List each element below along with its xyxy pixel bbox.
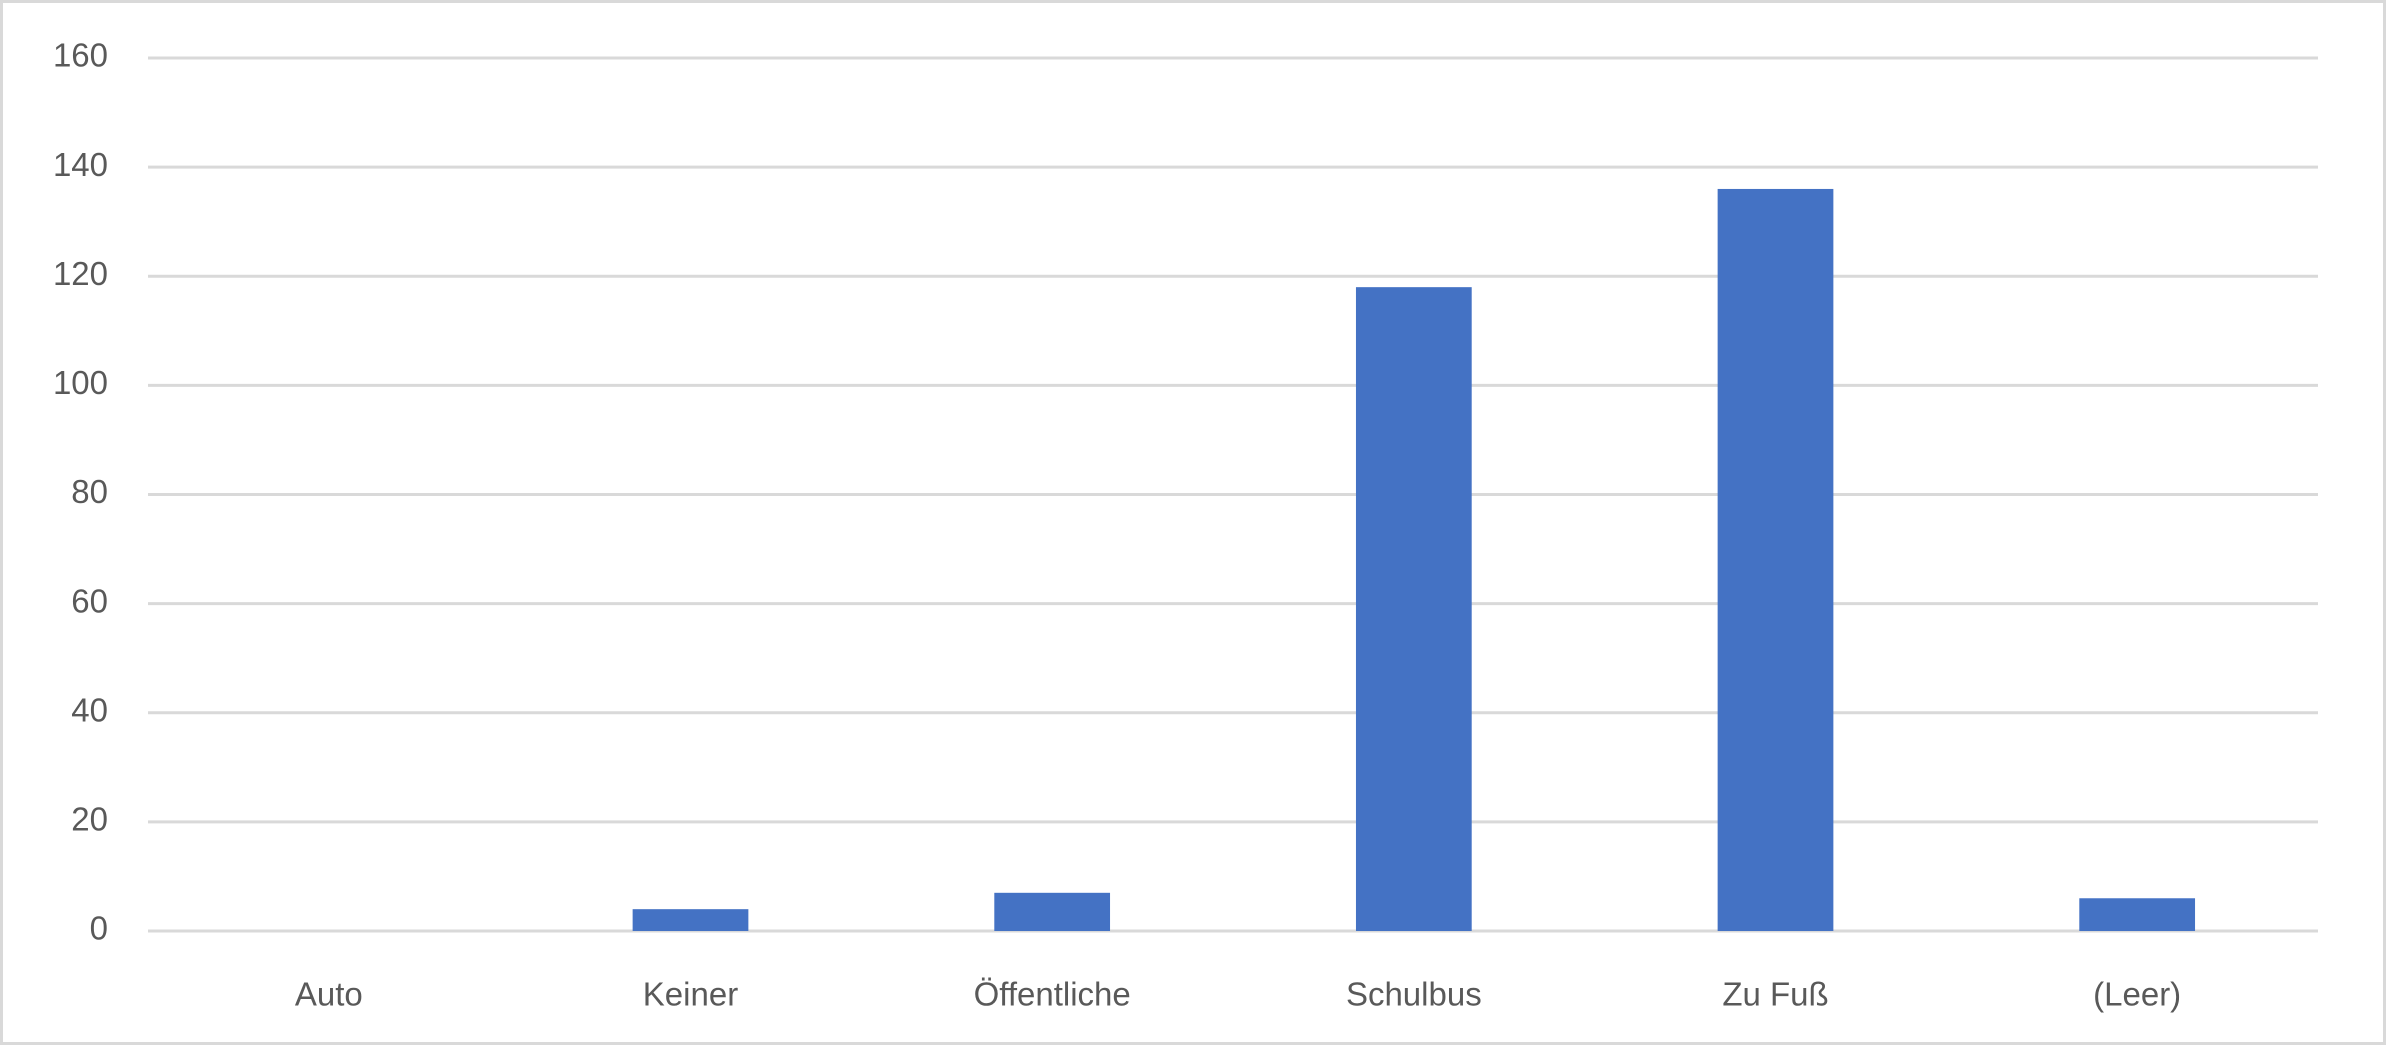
- bar: [1355, 287, 1472, 932]
- bar: [2079, 898, 2196, 931]
- x-tick-label: Öffentliche: [974, 976, 1131, 1013]
- x-tick-label: Auto: [295, 976, 363, 1013]
- y-tick-label: 0: [90, 910, 108, 947]
- y-tick-label: 80: [71, 473, 108, 510]
- y-tick-label: 120: [53, 255, 108, 292]
- x-tick-label: Schulbus: [1346, 976, 1482, 1013]
- bar: [1717, 188, 1834, 931]
- x-tick-label: Keiner: [643, 976, 738, 1013]
- y-tick-label: 160: [53, 37, 108, 74]
- y-tick-label: 40: [71, 691, 108, 728]
- x-tick-label: (Leer): [2093, 976, 2181, 1013]
- x-tick-label: Zu Fuß: [1722, 976, 1828, 1013]
- y-tick-label: 20: [71, 801, 108, 838]
- bar: [632, 909, 749, 931]
- y-tick-label: 100: [53, 364, 108, 401]
- y-tick-label: 60: [71, 582, 108, 619]
- y-tick-label: 140: [53, 146, 108, 183]
- bar: [994, 892, 1111, 931]
